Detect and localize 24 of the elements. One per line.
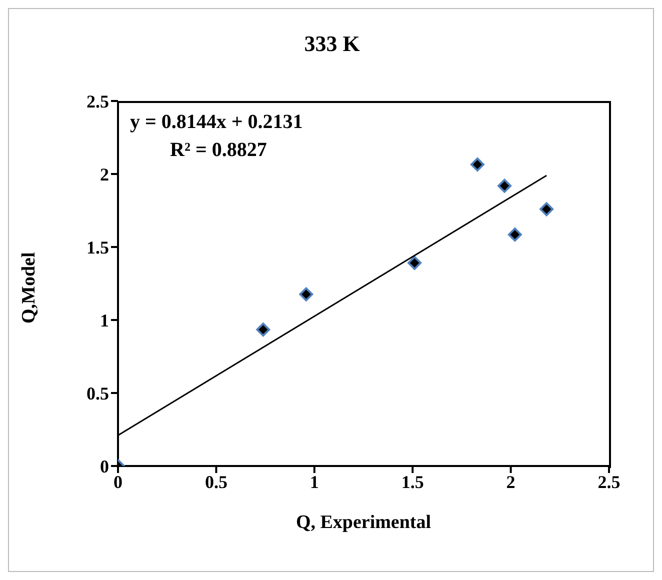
point: [508, 228, 522, 242]
x-tick-label: 1.5: [401, 472, 424, 492]
point: [498, 178, 512, 193]
y-axis-title: Q,Model: [18, 252, 40, 324]
annotation: y = 0.8144x + 0.2131: [130, 111, 303, 134]
chart-title: 333 K: [303, 31, 361, 57]
y-tick-label: 1: [100, 310, 109, 330]
x-axis-title: Q, Experimental: [296, 512, 432, 533]
y-tick-label: 2.5: [86, 91, 109, 112]
y-tick-label: 1.5: [86, 237, 109, 258]
point: [540, 202, 554, 216]
y-tick-label: 0: [100, 456, 109, 476]
y-tick-label: 0.5: [86, 383, 109, 404]
annotation: R² = 0.8827: [170, 139, 267, 162]
point: [408, 256, 422, 270]
x-tick-label: 0.5: [204, 472, 228, 492]
x-tick-label: 1: [310, 472, 319, 492]
x-tick-label: 0: [114, 472, 122, 492]
point: [470, 158, 484, 172]
x-tick-label: 2: [506, 472, 516, 492]
y-tick-label: 2: [100, 164, 109, 184]
point: [299, 287, 314, 302]
x-tick-label: 2.5: [598, 472, 620, 492]
point: [256, 322, 270, 337]
